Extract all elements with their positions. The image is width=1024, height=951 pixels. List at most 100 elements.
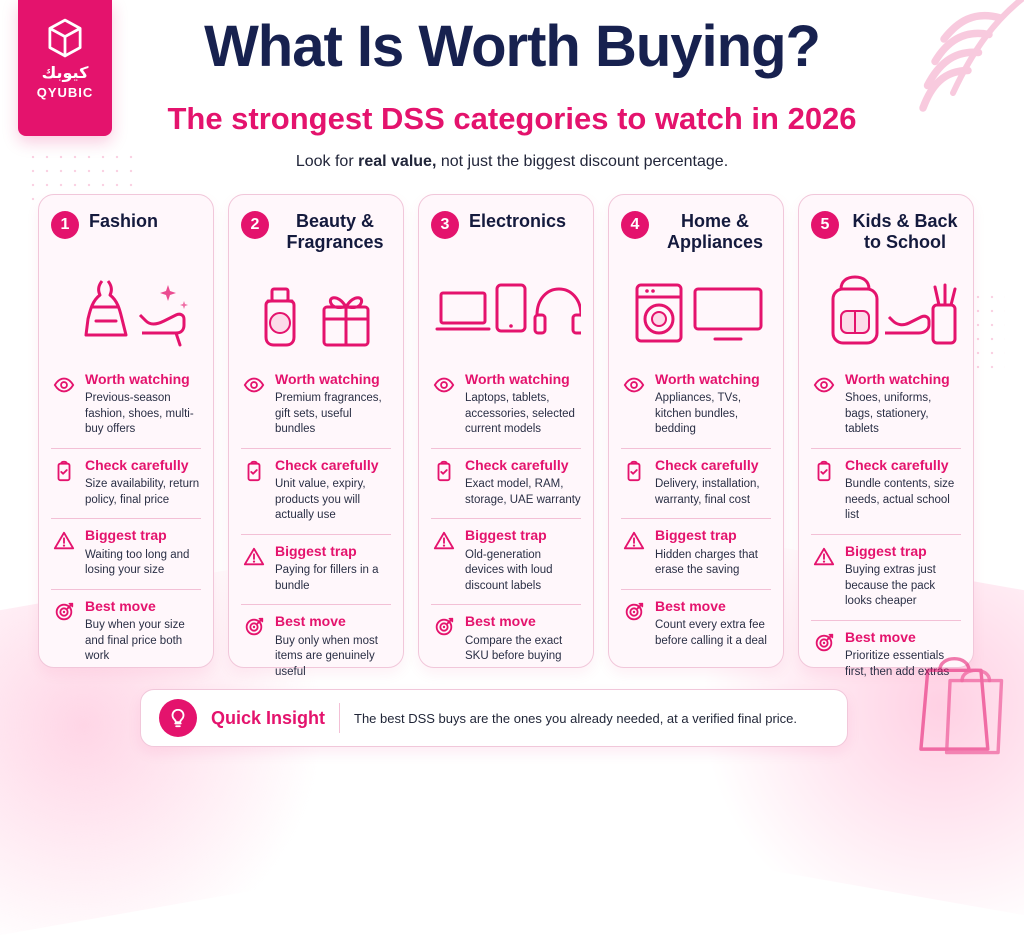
brand-logo: كيوبك QYUBIC xyxy=(18,0,112,136)
card-number: 4 xyxy=(621,211,649,239)
card-number: 2 xyxy=(241,211,269,239)
section-label: Check carefully xyxy=(465,456,569,473)
section-text: Waiting too long and losing your size xyxy=(85,548,190,577)
card-illustration xyxy=(621,265,771,357)
section-label: Best move xyxy=(655,597,726,614)
card-number: 5 xyxy=(811,211,839,239)
clipboard-check-icon xyxy=(431,458,457,484)
eye-icon xyxy=(241,372,267,398)
section-label: Worth watching xyxy=(275,371,380,387)
section-text: Paying for fillers in a bundle xyxy=(275,564,379,592)
eye-icon xyxy=(51,372,77,398)
section-label: Check carefully xyxy=(655,456,759,473)
tagline-prefix: Look for xyxy=(295,153,359,170)
section-text: Buy when your size and final price both … xyxy=(85,619,185,663)
section-label: Biggest trap xyxy=(465,527,547,544)
card-section-check-carefully: Check carefully Size availability, retur… xyxy=(51,447,201,518)
section-text: Prioritize essentials first, then add ex… xyxy=(845,650,950,678)
laptop-tablet-headphones-icon xyxy=(435,283,581,335)
card-section-worth-watching: Worth watching Appliances, TVs, kitchen … xyxy=(621,363,771,448)
section-label: Best move xyxy=(85,597,156,614)
card-section-best-move: Best move Buy only when most items are g… xyxy=(241,604,391,690)
target-icon xyxy=(811,630,837,656)
card-number: 3 xyxy=(431,211,459,239)
card-section-biggest-trap: Biggest trap Paying for fillers in a bun… xyxy=(241,533,391,604)
backpack-and-supplies-icon xyxy=(831,275,957,345)
target-icon xyxy=(431,614,457,640)
warning-triangle-icon xyxy=(811,544,837,570)
quick-insight-divider xyxy=(339,703,341,733)
section-label: Worth watching xyxy=(85,371,190,387)
brand-arabic: كيوبك xyxy=(41,65,89,82)
warning-triangle-icon xyxy=(241,544,267,570)
clipboard-check-icon xyxy=(241,458,267,484)
category-card-electronics: 3 Electronics xyxy=(418,194,594,668)
card-illustration xyxy=(811,265,961,357)
tagline-emphasis: real value, xyxy=(358,153,437,170)
brand-english: QYUBIC xyxy=(36,85,94,100)
dress-and-heels-icon xyxy=(84,280,188,347)
section-text: Shoes, uniforms, bags, stationery, table… xyxy=(845,392,932,436)
section-label: Biggest trap xyxy=(275,542,357,559)
card-title: Kids & Back to School xyxy=(852,211,958,252)
card-section-worth-watching: Worth watching Laptops, tablets, accesso… xyxy=(431,363,581,448)
card-header: 3 Electronics xyxy=(431,209,581,263)
eye-icon xyxy=(811,372,837,398)
target-icon xyxy=(241,614,267,640)
section-text: Premium fragrances, gift sets, useful bu… xyxy=(275,392,382,436)
card-section-worth-watching: Worth watching Shoes, uniforms, bags, st… xyxy=(811,363,961,448)
card-header: 5 Kids & Back to School xyxy=(811,209,961,263)
section-label: Worth watching xyxy=(655,371,760,387)
cube-icon xyxy=(48,18,82,58)
warning-triangle-icon xyxy=(431,528,457,554)
tagline-suffix: not just the biggest discount percentage… xyxy=(436,153,729,170)
page-tagline: Look for real value, not just the bigges… xyxy=(0,154,1024,170)
section-text: Unit value, expiry, products you will ac… xyxy=(275,478,366,522)
card-header: 2 Beauty & Fragrances xyxy=(241,209,391,263)
card-number: 1 xyxy=(51,211,79,239)
section-label: Biggest trap xyxy=(85,527,167,544)
card-section-best-move: Best move Count every extra fee before c… xyxy=(621,588,771,659)
section-text: Appliances, TVs, kitchen bundles, beddin… xyxy=(655,392,742,436)
card-section-biggest-trap: Biggest trap Buying extras just because … xyxy=(811,533,961,620)
target-icon xyxy=(621,599,647,625)
card-illustration xyxy=(51,265,201,357)
section-text: Size availability, return policy, final … xyxy=(85,478,200,506)
card-title: Electronics xyxy=(469,211,567,231)
card-section-worth-watching: Worth watching Previous-season fashion, … xyxy=(51,363,201,448)
card-section-best-move: Best move Buy when your size and final p… xyxy=(51,588,201,675)
warning-triangle-icon xyxy=(621,528,647,554)
quick-insight-label: Quick Insight xyxy=(211,707,326,728)
section-label: Best move xyxy=(275,613,346,630)
card-section-check-carefully: Check carefully Exact model, RAM, storag… xyxy=(431,447,581,518)
card-section-biggest-trap: Biggest trap Hidden charges that erase t… xyxy=(621,518,771,588)
section-label: Best move xyxy=(465,613,536,630)
card-section-best-move: Best move Compare the exact SKU before b… xyxy=(431,604,581,674)
section-text: Buying extras just because the pack look… xyxy=(845,564,936,608)
section-text: Laptops, tablets, accessories, selected … xyxy=(465,392,575,436)
section-text: Delivery, installation, warranty, final … xyxy=(655,478,760,506)
section-text: Compare the exact SKU before buying xyxy=(465,634,563,663)
warning-triangle-icon xyxy=(51,528,77,554)
section-label: Check carefully xyxy=(845,456,949,473)
section-label: Biggest trap xyxy=(655,527,737,544)
section-label: Check carefully xyxy=(85,456,189,473)
card-title: Beauty & Fragrances xyxy=(286,211,384,252)
section-label: Biggest trap xyxy=(845,542,927,559)
category-card-fashion: 1 Fashion xyxy=(38,194,214,668)
clipboard-check-icon xyxy=(51,458,77,484)
card-title: Home & Appliances xyxy=(666,211,764,252)
category-card-kids-back-to-school: 5 Kids & Back to School xyxy=(798,194,974,678)
quick-insight-text: The best DSS buys are the ones you alrea… xyxy=(354,710,797,726)
clipboard-check-icon xyxy=(811,458,837,484)
perfume-and-gift-icon xyxy=(264,287,370,347)
category-card-home-appliances: 4 Home & Appliances xyxy=(608,194,784,668)
card-section-check-carefully: Check carefully Bundle contents, size ne… xyxy=(811,447,961,534)
section-text: Previous-season fashion, shoes, multi-bu… xyxy=(85,392,194,436)
quick-insight-bar: Quick Insight The best DSS buys are the … xyxy=(140,689,848,747)
category-cards: 1 Fashion xyxy=(38,194,974,678)
section-text: Hidden charges that erase the saving xyxy=(655,548,758,577)
card-illustration xyxy=(241,265,391,357)
card-section-best-move: Best move Prioritize essentials first, t… xyxy=(811,619,961,690)
card-illustration xyxy=(431,265,581,357)
